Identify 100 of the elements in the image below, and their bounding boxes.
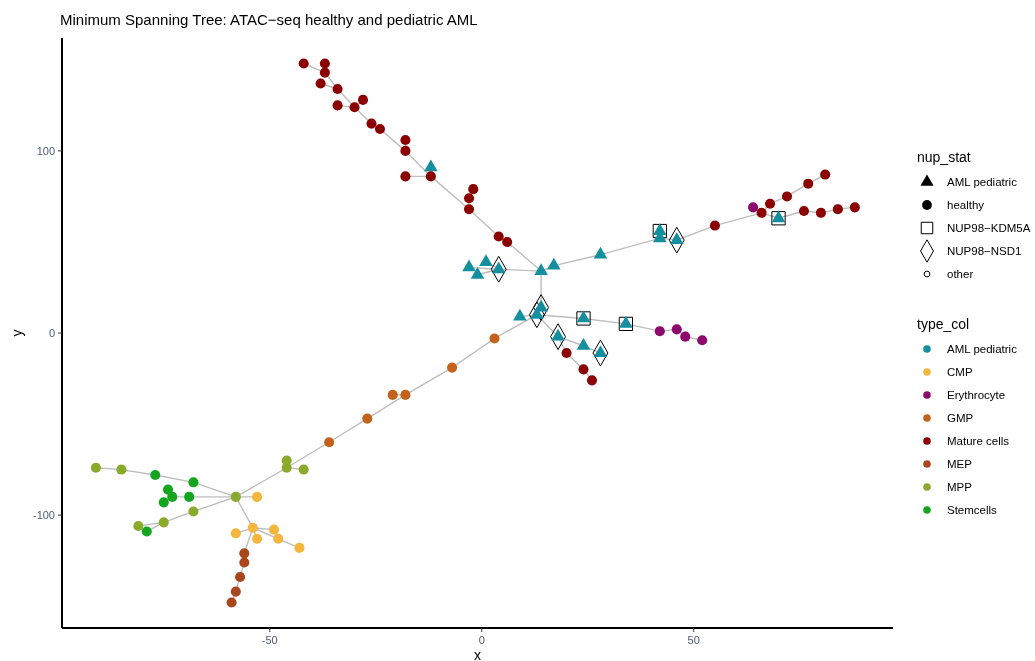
point [652,223,667,239]
legend-label: Erythrocyte [947,389,1006,401]
point [226,597,237,608]
point [251,533,263,544]
point [561,347,572,359]
point [680,331,691,342]
point [424,159,438,172]
point [362,413,373,424]
point [618,316,634,332]
point [803,178,814,189]
point [315,78,326,89]
point [268,524,280,535]
legend-label: CMP [947,366,973,378]
point [578,364,589,375]
point [294,542,305,553]
point [400,389,411,400]
point [332,83,343,95]
point [387,389,398,400]
point [832,204,843,215]
legend-label: MEP [947,458,973,470]
x-tick-label: -50 [261,634,278,646]
point [425,171,436,182]
point [468,184,479,195]
x-tick-label: 50 [687,634,700,646]
text: type_col [917,316,970,332]
point [158,497,169,508]
point [400,171,411,182]
point [357,94,369,105]
point [251,491,263,502]
point [90,462,101,473]
point [298,58,309,69]
point [319,67,330,78]
point [697,335,708,346]
point [374,124,386,135]
chart-title: Minimum Spanning Tree: ATAC−seq healthy and pediatric AML [60,11,478,28]
point [513,308,527,321]
point [400,145,411,156]
point [167,491,178,502]
point [319,58,330,69]
point [765,198,776,209]
point [576,337,591,350]
legend-label: GMP [947,412,974,424]
point [709,220,720,231]
point [332,100,343,111]
point [654,326,665,337]
point [619,316,633,328]
point [502,236,513,247]
y-axis-title: y [9,329,25,337]
point [781,191,793,202]
point [273,533,284,544]
point [593,246,608,259]
text: nup_stat [917,149,971,165]
point [470,266,485,279]
point [586,375,598,386]
y-tick-label: 0 [48,327,55,339]
point [141,526,152,537]
point [815,207,826,218]
legend-label: NUP98−KDM5A [947,222,1031,234]
point [493,231,504,242]
point [116,464,127,475]
legend-label: AML pediatric [947,176,1018,188]
legend-label: AML pediatric [947,343,1018,355]
point [188,477,199,488]
legend-label: other [947,268,974,280]
legend-label: Stemcells [947,504,998,516]
point [235,571,246,583]
point [671,324,682,335]
point [400,134,411,146]
point [162,484,174,495]
point [239,548,250,559]
point [188,506,199,517]
point [534,263,548,276]
point [462,259,476,272]
point [349,102,360,113]
y-tick-label: -100 [32,509,55,522]
legend-label: MPP [947,481,973,493]
point [158,517,169,528]
point [366,118,377,129]
legend-label: healthy [947,199,985,211]
point [479,254,493,266]
x-tick-label: 0 [478,634,485,646]
point [230,528,241,539]
legend-label: Mature cells [947,435,1010,447]
point [239,557,250,568]
point [447,362,458,373]
point [133,520,144,532]
point [247,522,258,533]
legend-label: NUP98−NSD1 [947,245,1022,257]
point [150,470,161,481]
y-tick-label: 100 [36,144,55,157]
point [298,464,309,475]
point [849,202,860,213]
point [230,491,241,502]
point [324,437,335,448]
x-axis-title: x [474,647,481,661]
point [547,257,561,270]
point [463,204,475,215]
point [489,333,500,344]
point [798,205,810,217]
point [748,202,759,213]
